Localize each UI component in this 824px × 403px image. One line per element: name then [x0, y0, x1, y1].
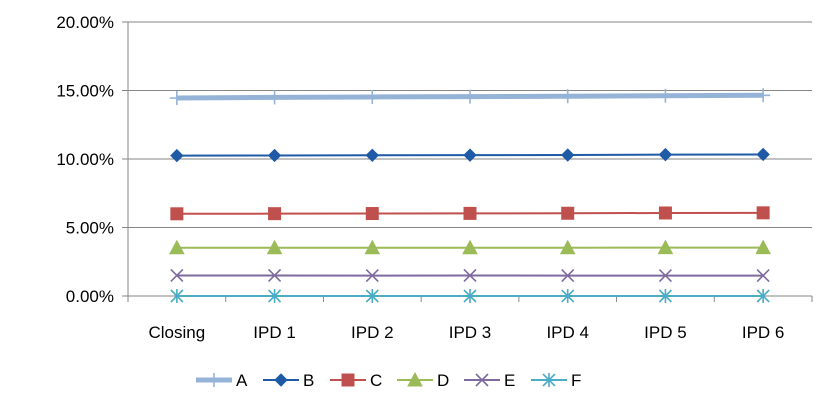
data-point [365, 289, 379, 303]
series-e [170, 268, 770, 283]
data-point [756, 206, 770, 220]
data-point [341, 373, 355, 387]
data-point [365, 269, 379, 283]
data-point [170, 207, 184, 221]
x-tick-labels: Closing IPD 1 IPD 2 IPD 3 IPD 4 IPD 5 IPD 6 [149, 323, 785, 342]
data-point [267, 90, 282, 105]
axes [122, 21, 813, 302]
data-point [658, 289, 672, 303]
legend-item-a: A [196, 371, 248, 390]
data-point [756, 147, 770, 162]
data-point [561, 269, 575, 283]
series-d [169, 239, 771, 255]
data-point [170, 148, 184, 163]
series-f [170, 289, 770, 303]
y-tick-label: 5.00% [66, 219, 114, 238]
gridlines [128, 21, 812, 228]
data-point [169, 239, 185, 255]
x-tick-label: IPD 1 [253, 323, 296, 342]
legend-item-c: C [330, 371, 382, 390]
data-point [560, 89, 575, 104]
data-point [266, 239, 283, 255]
legend: A B C D E F [196, 371, 581, 390]
legend-item-e: E [464, 371, 515, 390]
data-point [658, 88, 673, 103]
x-tick-label: IPD 2 [351, 323, 394, 342]
data-point [407, 371, 423, 387]
data-point [542, 373, 556, 387]
data-point [268, 207, 282, 221]
data-point [267, 148, 282, 163]
data-point [756, 88, 771, 103]
data-point [463, 289, 477, 303]
legend-label: F [571, 371, 581, 390]
data-point [463, 268, 477, 283]
x-tick-label: IPD 6 [742, 323, 785, 342]
data-point [658, 269, 672, 283]
y-tick-label: 20.00% [56, 13, 114, 32]
data-point [169, 91, 184, 106]
data-point [561, 206, 575, 220]
data-point [463, 206, 477, 220]
data-point [756, 269, 770, 283]
legend-item-f: F [531, 371, 581, 390]
legend-item-b: B [263, 371, 314, 390]
series-group [169, 88, 771, 303]
data-point [365, 148, 379, 163]
x-tick-label: IPD 3 [449, 323, 492, 342]
legend-label: E [504, 371, 515, 390]
series-c [170, 206, 770, 221]
data-point [755, 239, 771, 255]
data-point [364, 239, 381, 255]
x-tick-label: Closing [149, 323, 206, 342]
x-tick-label: IPD 4 [546, 323, 589, 342]
data-point [463, 89, 477, 104]
legend-label: D [437, 371, 449, 390]
data-point [462, 239, 478, 255]
y-tick-label: 0.00% [66, 287, 114, 306]
y-tick-labels: 20.00% 15.00% 10.00% 5.00% 0.00% [56, 13, 114, 306]
y-tick-label: 15.00% [56, 82, 114, 101]
legend-label: B [303, 371, 314, 390]
data-point [365, 89, 380, 104]
data-point [463, 148, 477, 162]
x-tick-label: IPD 5 [644, 323, 687, 342]
data-point [561, 148, 575, 162]
data-point [170, 268, 184, 283]
legend-label: A [236, 371, 248, 390]
data-point [561, 289, 575, 303]
data-point [658, 147, 673, 162]
data-point [365, 207, 379, 221]
data-point [207, 373, 221, 387]
y-tick-label: 10.00% [56, 150, 114, 169]
data-point [559, 239, 576, 255]
legend-label: C [370, 371, 382, 390]
legend-item-d: D [397, 371, 449, 390]
data-point [170, 289, 184, 303]
series-b [170, 147, 770, 163]
data-point [475, 373, 489, 387]
data-point [268, 268, 282, 283]
series-a [169, 88, 771, 106]
data-point [756, 289, 770, 303]
data-point [658, 206, 672, 220]
data-point [268, 289, 282, 303]
data-point [274, 373, 288, 387]
data-point [657, 239, 674, 255]
